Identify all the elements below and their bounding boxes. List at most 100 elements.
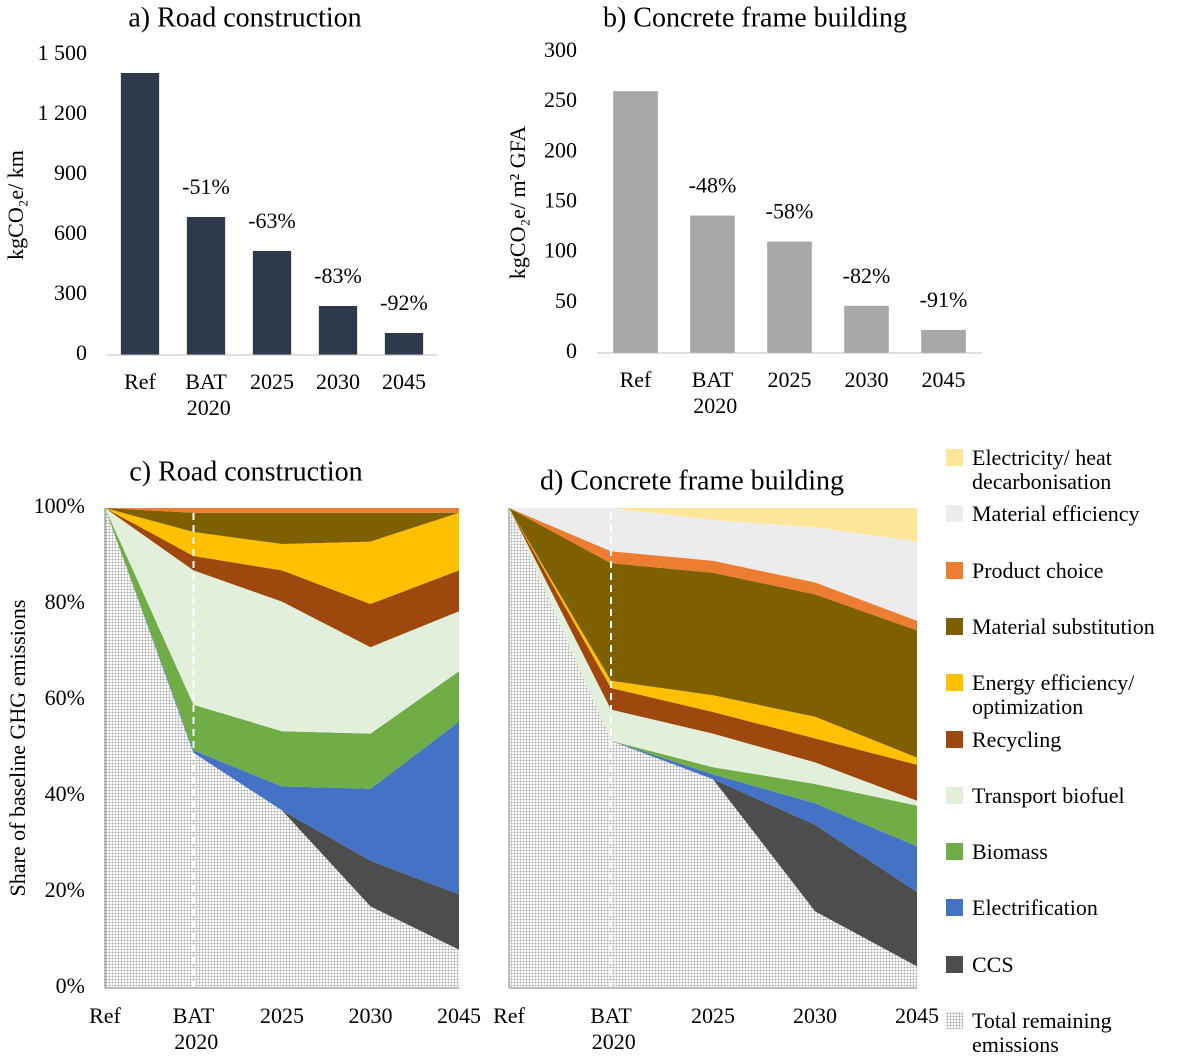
x-tick-label: BAT 2020 bbox=[586, 1003, 636, 1054]
area: CCS bbox=[105, 508, 459, 950]
bar bbox=[186, 217, 226, 355]
legend-label: Product choice bbox=[972, 557, 1104, 583]
area: Material substitution bbox=[509, 508, 917, 758]
x-tick-label: Ref bbox=[89, 1003, 121, 1028]
y-tick-label: 0% bbox=[56, 973, 85, 998]
y-tick-label: 50 bbox=[555, 288, 577, 313]
y-tick-label: 1 500 bbox=[38, 40, 88, 65]
x-tick-label: 2045 bbox=[437, 1003, 481, 1028]
y-tick-label: 40% bbox=[45, 781, 85, 806]
y-tick-label: 200 bbox=[544, 137, 577, 162]
legend-label: Transport biofuel bbox=[972, 782, 1125, 808]
area: Material efficiency bbox=[509, 508, 917, 621]
bar bbox=[921, 329, 966, 353]
area: Biomass bbox=[509, 508, 917, 847]
change-label: -92% bbox=[380, 290, 428, 315]
y-tick-label: 600 bbox=[54, 220, 87, 245]
legend-label: CCS bbox=[972, 951, 1014, 977]
area: Electrification bbox=[509, 508, 917, 892]
change-label: -51% bbox=[182, 174, 230, 199]
bar bbox=[318, 306, 358, 355]
area: Transport biofuel bbox=[105, 508, 459, 734]
y-tick-label: 900 bbox=[54, 160, 87, 185]
chart-title: d) Concrete frame building bbox=[540, 465, 844, 496]
change-label: -48% bbox=[689, 173, 737, 198]
x-tick-label: Ref bbox=[124, 369, 156, 394]
legend-marker bbox=[946, 674, 963, 692]
y-tick-label: 100 bbox=[544, 238, 577, 263]
change-label: -58% bbox=[766, 199, 814, 224]
chart-title: a) Road construction bbox=[128, 2, 361, 33]
x-tick-label: 2045 bbox=[922, 367, 966, 392]
x-tick-label: 2025 bbox=[768, 367, 812, 392]
legend-label: Material efficiency bbox=[972, 501, 1140, 527]
change-label: -91% bbox=[920, 287, 968, 312]
x-tick-label: 2030 bbox=[845, 367, 889, 392]
legend-label: Electrification bbox=[972, 895, 1098, 921]
y-tick-label: 0 bbox=[566, 338, 577, 363]
area: Recycling bbox=[105, 508, 459, 648]
legend-label: Biomass bbox=[972, 839, 1048, 865]
bar bbox=[844, 305, 889, 353]
change-label: -83% bbox=[314, 263, 362, 288]
x-tick-label: 2030 bbox=[793, 1003, 837, 1028]
chart-title: b) Concrete frame building bbox=[603, 2, 907, 33]
bar bbox=[613, 91, 658, 353]
legend-marker bbox=[946, 1012, 963, 1029]
change-label: -82% bbox=[843, 263, 891, 288]
y-tick-label: 300 bbox=[544, 37, 577, 62]
legend-marker bbox=[946, 449, 963, 466]
area: Product choice bbox=[509, 508, 917, 631]
y-axis-label: kgCO₂e/ m² GFA bbox=[505, 126, 530, 279]
bar bbox=[690, 215, 735, 353]
x-tick-label: BAT 2020 bbox=[169, 1003, 219, 1054]
chart-title: c) Road construction bbox=[129, 456, 362, 487]
legend-marker bbox=[946, 617, 963, 635]
legend-label: Total remaining emissions bbox=[972, 1008, 1112, 1057]
x-tick-label: 2030 bbox=[316, 369, 360, 394]
x-tick-label: 2045 bbox=[895, 1003, 939, 1028]
area: Electrification bbox=[105, 508, 459, 895]
legend-label: Material substitution bbox=[972, 613, 1155, 639]
area: Product choice bbox=[105, 508, 459, 513]
legend-label: Energy efficiency/ optimization bbox=[972, 670, 1135, 720]
bar bbox=[120, 73, 160, 355]
y-tick-label: 150 bbox=[544, 188, 577, 213]
y-tick-label: 60% bbox=[45, 685, 85, 710]
y-axis-label: kgCO₂e/ km bbox=[3, 150, 28, 260]
x-tick-label: 2045 bbox=[382, 369, 426, 394]
y-tick-label: 100% bbox=[34, 493, 85, 518]
x-tick-label: BAT 2020 bbox=[688, 367, 738, 418]
x-tick-label: BAT 2020 bbox=[181, 369, 231, 420]
area: Recycling bbox=[509, 508, 917, 801]
legend-marker bbox=[946, 505, 963, 523]
area: CCS bbox=[509, 508, 917, 967]
x-tick-label: 2025 bbox=[691, 1003, 735, 1028]
x-tick-label: 2025 bbox=[250, 369, 294, 394]
y-tick-label: 300 bbox=[54, 280, 87, 305]
y-axis-label: Share of baseline GHG emissions bbox=[5, 600, 30, 897]
legend-marker bbox=[946, 730, 963, 748]
legend-marker bbox=[946, 955, 963, 973]
x-tick-label: 2025 bbox=[260, 1003, 304, 1028]
bar bbox=[252, 251, 292, 355]
legend-label: Recycling bbox=[972, 726, 1062, 752]
y-tick-label: 20% bbox=[45, 877, 85, 902]
change-label: -63% bbox=[248, 208, 296, 233]
legend-marker bbox=[946, 843, 963, 861]
y-tick-label: 0 bbox=[76, 340, 87, 365]
legend-marker bbox=[946, 786, 963, 804]
legend-label: Electricity/ heat decarbonisation bbox=[972, 445, 1112, 494]
y-tick-label: 80% bbox=[45, 589, 85, 614]
y-tick-label: 250 bbox=[544, 87, 577, 112]
y-tick-label: 1 200 bbox=[38, 100, 88, 125]
x-tick-label: Ref bbox=[493, 1003, 525, 1028]
legend-marker bbox=[946, 561, 963, 579]
x-tick-label: 2030 bbox=[349, 1003, 393, 1028]
x-tick-label: Ref bbox=[620, 367, 652, 392]
bar bbox=[384, 333, 424, 355]
area: Electricity/ heat decarbonisation bbox=[509, 508, 917, 542]
legend-marker bbox=[946, 899, 963, 917]
